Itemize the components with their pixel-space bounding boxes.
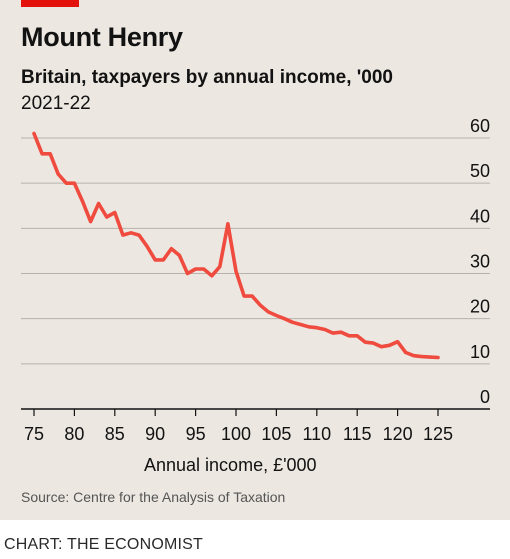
chart-title: Mount Henry [21,22,183,52]
x-tick-label-100: 100 [221,424,251,444]
y-tick-label-0: 0 [480,387,490,407]
x-tick-label-90: 90 [145,424,165,444]
x-tick-label-120: 120 [383,424,413,444]
x-tick-label-85: 85 [105,424,125,444]
y-tick-label-50: 50 [470,161,490,181]
y-tick-label-30: 30 [470,252,490,272]
source-note: Source: Centre for the Analysis of Taxat… [21,489,286,505]
line-chart: 0 10 20 30 40 50 60 75 80 85 90 95 100 105 110 115 120 12… [21,116,490,444]
economist-red-tab [21,0,79,7]
chart-subtitle-period: 2021-22 [21,93,91,114]
x-tick-label-80: 80 [64,424,84,444]
y-tick-label-10: 10 [470,342,490,362]
chart-card: Mount Henry Britain, taxpayers by annual… [0,0,510,520]
chart-subtitle: Britain, taxpayers by annual income, '00… [21,67,393,88]
chart-credit: CHART: THE ECONOMIST [4,536,203,553]
x-axis-label: Annual income, £'000 [144,455,317,475]
series-line-0 [32,131,440,360]
x-tick-label-115: 115 [343,424,372,444]
x-tick-label-125: 125 [423,424,453,444]
y-tick-label-60: 60 [470,116,490,136]
x-tick-label-105: 105 [261,424,291,444]
y-tick-label-20: 20 [470,297,490,317]
x-tick-label-95: 95 [186,424,206,444]
x-tick-label-110: 110 [302,424,331,444]
y-tick-label-40: 40 [470,206,490,226]
x-tick-label-75: 75 [24,424,44,444]
